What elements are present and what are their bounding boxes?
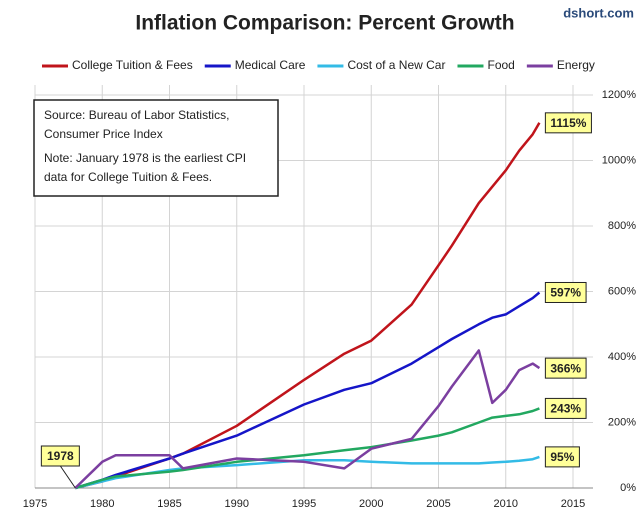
y-tick-label: 800%	[608, 220, 636, 232]
note-line: Note: January 1978 is the earliest CPI	[44, 151, 246, 165]
x-tick-label: 2015	[561, 498, 585, 510]
note-line: Consumer Price Index	[44, 127, 163, 141]
x-tick-label: 2010	[494, 498, 518, 510]
y-tick-label: 400%	[608, 351, 636, 363]
annotation-pointer	[59, 465, 76, 489]
x-tick-label: 1990	[225, 498, 249, 510]
y-tick-label: 200%	[608, 416, 636, 428]
value-label-box	[544, 281, 587, 303]
value-label-box	[544, 357, 587, 379]
value-label: 366%	[550, 361, 581, 375]
note-line: Source: Bureau of Labor Statistics,	[44, 108, 229, 122]
value-label: 95%	[550, 450, 574, 464]
y-tick-label: 1000%	[602, 154, 636, 166]
y-tick-label: 1200%	[602, 89, 636, 101]
legend-label: Food	[487, 58, 514, 72]
legend-label: Energy	[557, 58, 595, 72]
series-line	[74, 291, 541, 490]
watermark: dshort.com	[563, 5, 634, 20]
value-label-box	[544, 446, 580, 468]
value-label: 597%	[550, 286, 581, 300]
x-tick-label: 2000	[359, 498, 383, 510]
legend-label: Medical Care	[235, 58, 306, 72]
legend-label: College Tuition & Fees	[72, 58, 193, 72]
chart-title: Inflation Comparison: Percent Growth	[135, 12, 514, 35]
x-tick-label: 1975	[23, 498, 47, 510]
series-line	[74, 349, 541, 489]
series-line	[74, 407, 540, 490]
value-label-box	[544, 397, 587, 419]
x-tick-label: 1985	[157, 498, 181, 510]
x-tick-label: 1995	[292, 498, 316, 510]
note-line: data for College Tuition & Fees.	[44, 170, 212, 184]
note-frame	[33, 99, 279, 197]
value-label: 1115%	[550, 116, 586, 130]
note-box: Source: Bureau of Labor Statistics, Consu…	[33, 99, 279, 197]
value-label: 243%	[550, 402, 581, 416]
annotation: 1978	[47, 449, 74, 463]
y-tick-label: 600%	[608, 285, 636, 297]
x-tick-label: 2005	[426, 498, 450, 510]
legend-label: Cost of a New Car	[347, 58, 445, 72]
y-tick-label: 0%	[620, 482, 636, 494]
x-tick-label: 1980	[90, 498, 114, 510]
value-label-box	[544, 112, 592, 134]
